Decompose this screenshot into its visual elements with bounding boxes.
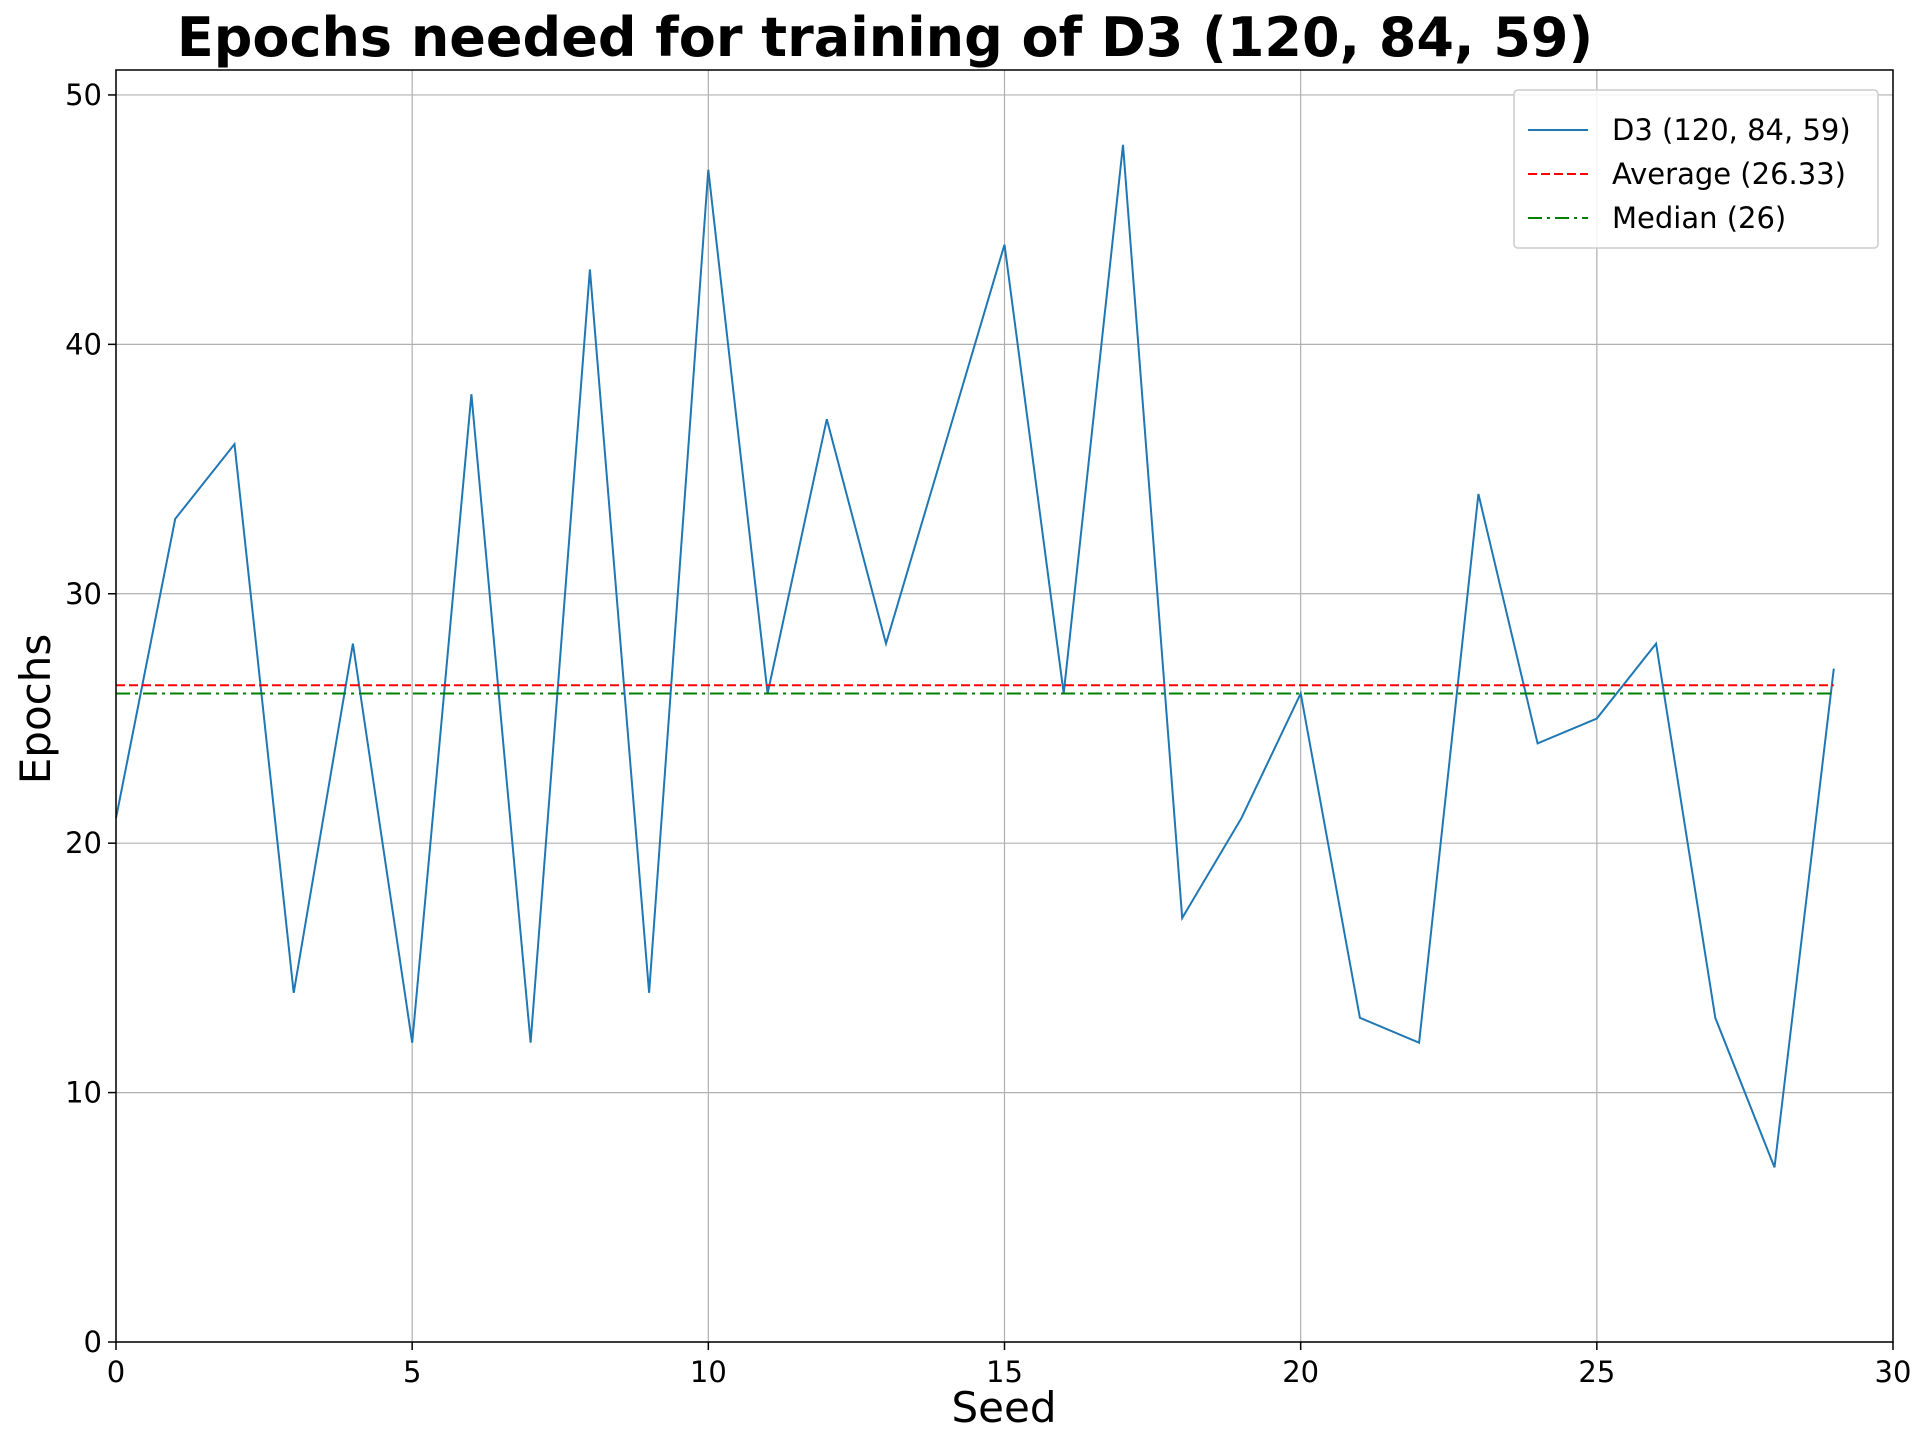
grid	[115, 70, 1894, 1343]
x-axis-ticks: 0 5 10 15 20 25 30	[107, 1342, 1912, 1389]
x-tick-label: 10	[690, 1355, 727, 1389]
x-axis-label: Seed	[952, 1383, 1057, 1432]
y-tick-label: 40	[65, 327, 102, 361]
x-tick-label: 30	[1875, 1355, 1912, 1389]
y-axis-ticks: 0 10 20 30 40 50	[65, 78, 116, 1359]
legend-label: Average (26.33)	[1612, 157, 1846, 191]
x-tick-label: 15	[986, 1355, 1023, 1389]
x-tick-label: 0	[107, 1355, 125, 1389]
y-tick-label: 20	[65, 826, 102, 860]
x-tick-label: 20	[1282, 1355, 1319, 1389]
legend: D3 (120, 84, 59) Average (26.33) Median (2…	[1513, 89, 1879, 249]
x-tick-label: 5	[403, 1355, 421, 1389]
plot-lines	[115, 144, 1835, 1168]
legend-label: D3 (120, 84, 59)	[1612, 113, 1851, 147]
y-axis-label: Epochs	[11, 634, 60, 785]
legend-label: Median (26)	[1612, 201, 1786, 235]
y-tick-label: 10	[65, 1076, 102, 1110]
series-line-0	[115, 144, 1835, 1168]
chart-title: Epochs needed for training of D3 (120, 8…	[177, 6, 1593, 69]
y-tick-label: 50	[65, 78, 102, 112]
y-tick-label: 30	[65, 577, 102, 611]
legend-box	[1513, 89, 1879, 249]
x-tick-label: 25	[1578, 1355, 1615, 1389]
y-tick-label: 0	[84, 1325, 102, 1359]
